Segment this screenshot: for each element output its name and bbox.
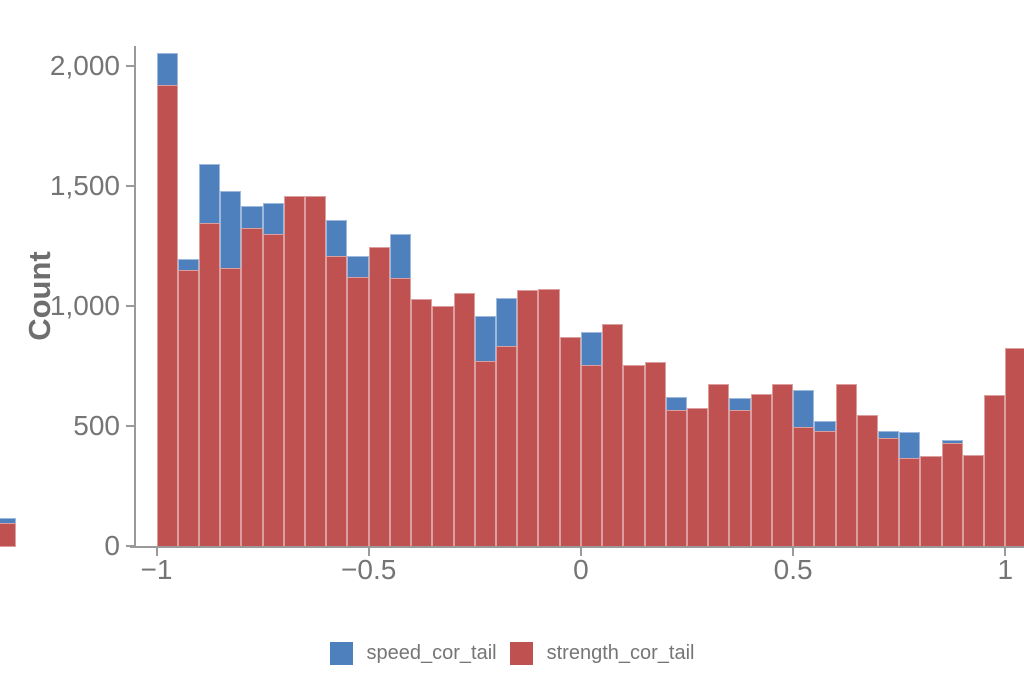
x-axis-tick-label: −0.5 [341, 554, 397, 585]
histogram-bar-strength [941, 442, 963, 547]
legend-swatch-strength-icon [509, 642, 533, 665]
y-axis-tick [126, 185, 135, 187]
histogram-bar-strength [305, 195, 327, 547]
histogram-bar-strength [623, 364, 645, 547]
legend-entry-speed: speed_cor_tail [329, 642, 497, 665]
histogram-bar-strength [580, 364, 603, 547]
histogram-bar-strength [665, 410, 687, 547]
histogram-bar-strength [856, 415, 878, 547]
x-axis-tick [579, 548, 582, 556]
histogram-bar-strength [220, 267, 242, 547]
histogram-bar-strength [198, 223, 221, 547]
y-axis-tick-label: 500 [73, 410, 120, 441]
histogram-bar-strength [559, 337, 581, 547]
x-axis-tick-label: 1 [997, 554, 1014, 585]
histogram-bar-strength [793, 427, 815, 547]
x-axis-tick [792, 548, 795, 556]
x-axis-tick-label: 0.5 [773, 554, 813, 585]
x-axis-line [130, 546, 1024, 548]
x-axis-tick [155, 548, 158, 556]
y-axis-line [134, 46, 136, 547]
histogram-bar-strength [602, 324, 624, 547]
y-axis-tick-label: 1,000 [49, 290, 120, 321]
histogram-bar-strength [474, 361, 497, 547]
histogram-bar-strength [432, 306, 454, 547]
histogram-bar-strength [877, 438, 900, 547]
x-axis-tick-label: 0 [573, 554, 589, 585]
histogram-bar-strength [899, 458, 921, 547]
histogram-bar-strength [262, 234, 284, 547]
histogram-bar-strength [241, 228, 263, 547]
histogram-bar-strength [538, 289, 560, 547]
histogram-bar-strength [453, 292, 475, 547]
histogram-bar-strength [496, 345, 518, 547]
histogram-bar-strength [156, 85, 178, 547]
histogram-bar-strength [750, 393, 772, 547]
histogram-bar-strength [644, 362, 666, 547]
histogram-bar-strength [920, 456, 942, 547]
histogram-bar-strength [962, 454, 985, 547]
y-axis-tick [126, 305, 135, 307]
legend-label-strength: strength_cor_tail [546, 642, 695, 664]
histogram-bar-strength [347, 277, 369, 547]
histogram-bar-strength [326, 255, 348, 547]
legend-swatch-speed-icon [329, 642, 353, 665]
histogram-bar-strength [708, 384, 730, 547]
y-axis-tick-label: 0 [104, 530, 120, 561]
histogram-bar-strength [517, 290, 539, 547]
histogram-bar-strength [984, 394, 1006, 547]
histogram-bar-strength [177, 270, 199, 547]
histogram-bar-strength [389, 278, 412, 547]
histogram-bar-strength [729, 410, 751, 547]
histogram-bar-strength [1005, 348, 1024, 547]
x-axis-tick-label: −1 [140, 554, 173, 585]
legend-entry-strength: strength_cor_tail [509, 642, 695, 665]
legend-label-speed: speed_cor_tail [366, 642, 497, 664]
y-axis-tick [126, 65, 135, 67]
histogram-bar-strength [814, 430, 836, 547]
histogram-bar-strength [368, 247, 390, 547]
histogram-bar-strength-clipped [0, 523, 16, 547]
histogram-bar-strength [835, 384, 857, 547]
y-axis-tick [126, 425, 135, 427]
y-axis-tick-label: 2,000 [49, 50, 120, 81]
histogram-bar-strength [687, 408, 709, 547]
y-axis-tick-label: 1,500 [49, 170, 120, 201]
histogram-bar-strength [771, 384, 794, 547]
histogram-bar-strength [411, 298, 433, 547]
y-axis-tick [126, 545, 135, 547]
histogram-bar-strength [283, 195, 306, 547]
x-axis-tick [367, 548, 370, 556]
x-axis-tick [1004, 548, 1007, 556]
legend: speed_cor_tail strength_cor_tail [0, 642, 1024, 665]
